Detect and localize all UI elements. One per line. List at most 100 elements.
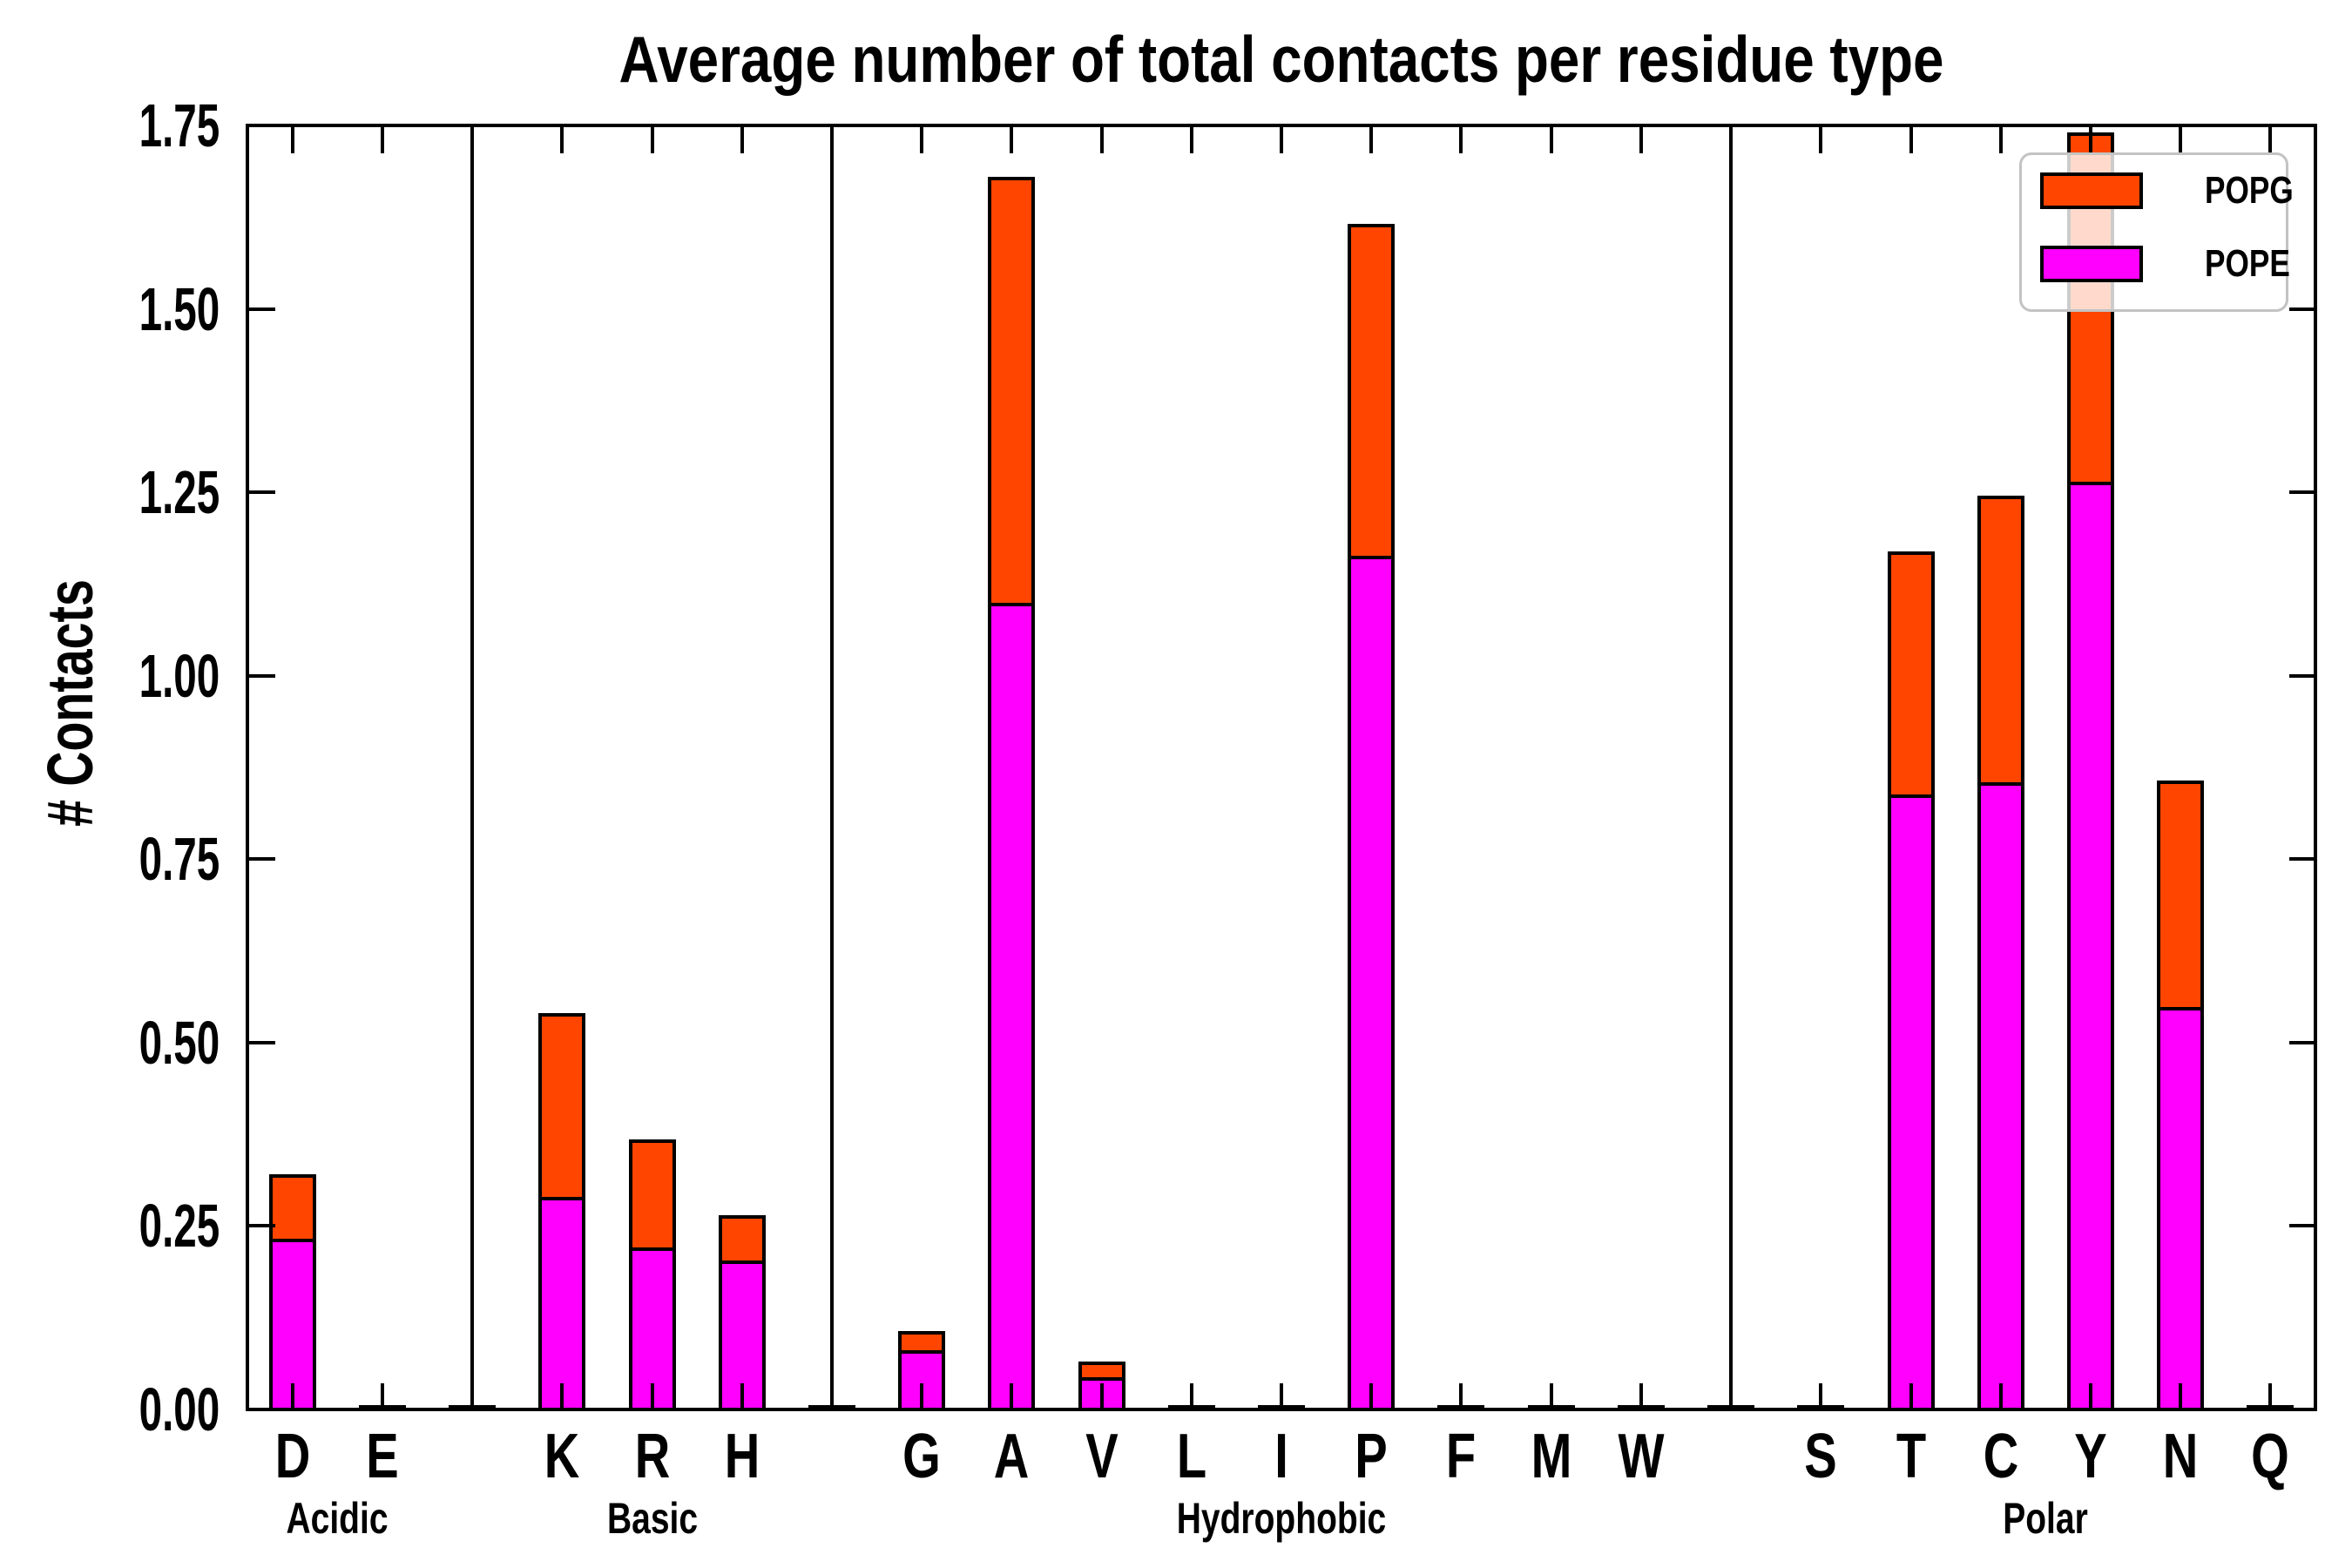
chart-title: Average number of total contacts per res… bbox=[502, 24, 2060, 94]
group-label-basic: Basic bbox=[606, 1494, 698, 1543]
y-tick-label-1.50: 1.50 bbox=[139, 274, 220, 343]
bar-A-popg-segment bbox=[988, 177, 1036, 604]
y-tick-left-0.50 bbox=[249, 1040, 275, 1044]
x-tick-bottom-H bbox=[740, 1383, 744, 1409]
x-tick-top-Q bbox=[2268, 127, 2273, 153]
x-tick-top-A bbox=[1010, 127, 1014, 153]
x-tick-label-G: G bbox=[902, 1422, 941, 1491]
x-tick-label-M: M bbox=[1531, 1422, 1572, 1491]
x-tick-top-Y bbox=[2089, 127, 2092, 153]
group-label-acidic: Acidic bbox=[286, 1494, 389, 1543]
x-tick-label-R: R bbox=[634, 1422, 670, 1491]
x-tick-top-T bbox=[1909, 127, 1913, 153]
legend-label-popg: POPG bbox=[2205, 169, 2294, 212]
x-tick-label-V: V bbox=[1085, 1422, 1119, 1491]
x-tick-label-K: K bbox=[544, 1422, 580, 1491]
x-tick-top-L bbox=[1189, 127, 1193, 153]
legend: POPG POPE bbox=[2019, 152, 2294, 312]
x-tick-bottom-A bbox=[1010, 1383, 1014, 1409]
bar-V-popg-segment bbox=[1078, 1362, 1125, 1377]
x-tick-label-Y: Y bbox=[2074, 1422, 2107, 1491]
x-tick-label-Q: Q bbox=[2251, 1422, 2290, 1491]
x-tick-top-E bbox=[380, 127, 384, 153]
x-tick-label-T: T bbox=[1896, 1422, 1926, 1491]
x-tick-top-K bbox=[560, 127, 564, 153]
y-tick-label-1.25: 1.25 bbox=[139, 458, 220, 527]
bar-C-popg-segment bbox=[1977, 496, 2024, 782]
x-tick-bottom-Q bbox=[2268, 1383, 2273, 1409]
x-tick-bottom-K bbox=[560, 1383, 564, 1409]
x-tick-label-F: F bbox=[1446, 1422, 1477, 1491]
y-tick-label-1.75: 1.75 bbox=[139, 91, 220, 159]
x-tick-bottom-W bbox=[1639, 1383, 1643, 1409]
bar-R-pope-segment bbox=[628, 1247, 676, 1409]
y-tick-left-0.75 bbox=[249, 857, 275, 862]
x-tick-bottom-D bbox=[290, 1383, 294, 1409]
x-tick-label-A: A bbox=[994, 1422, 1030, 1491]
bar-H-popg-segment bbox=[718, 1214, 766, 1260]
bar-C-pope-segment bbox=[1977, 781, 2024, 1409]
chart-title-text: Average number of total contacts per res… bbox=[618, 23, 1944, 96]
y-tick-right-1.50 bbox=[2289, 307, 2315, 311]
y-tick-label-0.50: 0.50 bbox=[139, 1008, 220, 1077]
x-tick-label-I: I bbox=[1274, 1422, 1288, 1491]
x-tick-top-R bbox=[650, 127, 654, 153]
bar-Y-pope-segment bbox=[2067, 482, 2114, 1409]
x-tick-top-V bbox=[1099, 127, 1104, 153]
x-tick-top-N bbox=[2179, 127, 2183, 153]
y-tick-left-0.25 bbox=[249, 1224, 275, 1228]
x-tick-top-C bbox=[1998, 127, 2003, 153]
bar-P-pope-segment bbox=[1348, 555, 1396, 1409]
y-tick-left-1.25 bbox=[249, 490, 275, 495]
legend-label-pope: POPE bbox=[2205, 242, 2290, 285]
y-tick-left-1.00 bbox=[249, 673, 275, 678]
bar-R-popg-segment bbox=[628, 1139, 676, 1247]
legend-swatch-popg-icon bbox=[2040, 172, 2143, 209]
x-tick-top-F bbox=[1459, 127, 1463, 153]
bar-D-popg-segment bbox=[268, 1173, 316, 1239]
x-tick-top-G bbox=[920, 127, 924, 153]
bar-T-pope-segment bbox=[1887, 794, 1935, 1409]
x-tick-bottom-N bbox=[2179, 1383, 2183, 1409]
x-tick-bottom-R bbox=[650, 1383, 654, 1409]
x-tick-top-W bbox=[1639, 127, 1643, 153]
y-tick-right-1.25 bbox=[2289, 490, 2315, 495]
y-tick-right-0.50 bbox=[2289, 1040, 2315, 1044]
x-tick-label-H: H bbox=[724, 1422, 760, 1491]
y-tick-label-0.75: 0.75 bbox=[139, 825, 220, 894]
group-separator-line bbox=[470, 127, 474, 1409]
y-tick-right-1.75 bbox=[2289, 124, 2315, 127]
x-tick-label-N: N bbox=[2162, 1422, 2199, 1491]
x-tick-top-H bbox=[740, 127, 744, 153]
y-tick-left-1.75 bbox=[249, 124, 275, 127]
x-tick-label-S: S bbox=[1804, 1422, 1838, 1491]
y-tick-right-0.75 bbox=[2289, 857, 2315, 862]
y-tick-left-1.50 bbox=[249, 307, 275, 311]
bar-P-popg-segment bbox=[1348, 223, 1396, 556]
bar-K-popg-segment bbox=[538, 1013, 586, 1197]
bar-N-popg-segment bbox=[2157, 781, 2205, 1008]
x-tick-label-C: C bbox=[1983, 1422, 2018, 1491]
bar-K-pope-segment bbox=[538, 1196, 586, 1409]
x-tick-label-P: P bbox=[1355, 1422, 1388, 1491]
x-tick-bottom-V bbox=[1099, 1383, 1104, 1409]
group-label-hydrophobic: Hydrophobic bbox=[1176, 1494, 1387, 1543]
group-label-polar: Polar bbox=[2003, 1494, 2089, 1543]
x-tick-top-D bbox=[290, 127, 294, 153]
x-tick-top-I bbox=[1280, 127, 1283, 153]
bar-G-popg-segment bbox=[898, 1330, 946, 1350]
x-tick-label-E: E bbox=[366, 1422, 399, 1491]
x-tick-bottom-M bbox=[1549, 1383, 1553, 1409]
x-tick-label-D: D bbox=[274, 1422, 310, 1491]
y-tick-label-0.25: 0.25 bbox=[139, 1192, 220, 1260]
x-tick-top-P bbox=[1369, 127, 1374, 153]
y-tick-right-0.25 bbox=[2289, 1224, 2315, 1228]
bar-T-popg-segment bbox=[1887, 551, 1935, 795]
x-tick-label-L: L bbox=[1176, 1422, 1206, 1491]
group-separator-line bbox=[1729, 127, 1734, 1409]
x-tick-bottom-I bbox=[1280, 1383, 1283, 1409]
x-tick-bottom-Y bbox=[2089, 1383, 2092, 1409]
x-tick-bottom-S bbox=[1819, 1383, 1823, 1409]
plot-area bbox=[246, 124, 2317, 1411]
